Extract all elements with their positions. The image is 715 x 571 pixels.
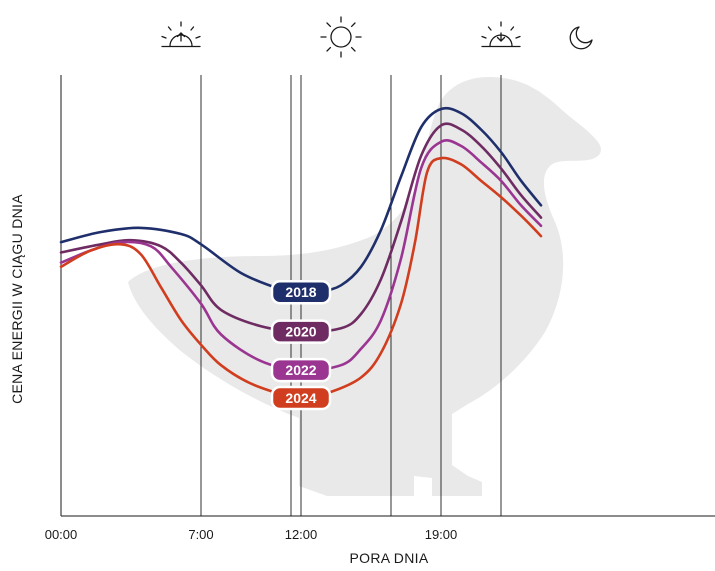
y-axis-label: CENA ENERGII W CIĄGU DNIA (9, 194, 25, 404)
series-line-2024 (59, 156, 543, 401)
series-line-2022 (59, 139, 543, 372)
series-lines (59, 106, 543, 401)
series-badges: 2018 2020 2022 2024 (270, 279, 332, 411)
badge-background (270, 357, 332, 383)
badge-background (270, 319, 332, 344)
series-badge-2022: 2022 (270, 357, 332, 383)
duck-silhouette (128, 77, 601, 496)
moon-icon (569, 26, 593, 50)
series-line-2018 (59, 106, 543, 294)
badge-label: 2022 (285, 362, 316, 378)
x-tick-label: 00:00 (45, 527, 78, 542)
sun-icon (320, 16, 362, 58)
badge-background (270, 385, 332, 411)
series-badge-2024: 2024 (270, 385, 332, 411)
sunset-icon (481, 21, 521, 48)
series-badge-2020: 2020 (270, 319, 332, 344)
x-tick-label: 7:00 (188, 527, 213, 542)
badge-label: 2024 (285, 390, 316, 406)
x-tick-labels: 00:00 7:00 12:00 19:00 (45, 527, 458, 542)
x-tick-label: 12:00 (285, 527, 318, 542)
series-badge-2018: 2018 (270, 279, 332, 305)
x-tick-label: 19:00 (425, 527, 458, 542)
badge-label: 2018 (285, 284, 316, 300)
series-line-2020 (59, 122, 543, 333)
sunrise-icon (161, 21, 201, 48)
x-axis-label: PORA DNIA (350, 550, 429, 566)
badge-background (270, 279, 332, 305)
badge-label: 2020 (285, 324, 316, 340)
